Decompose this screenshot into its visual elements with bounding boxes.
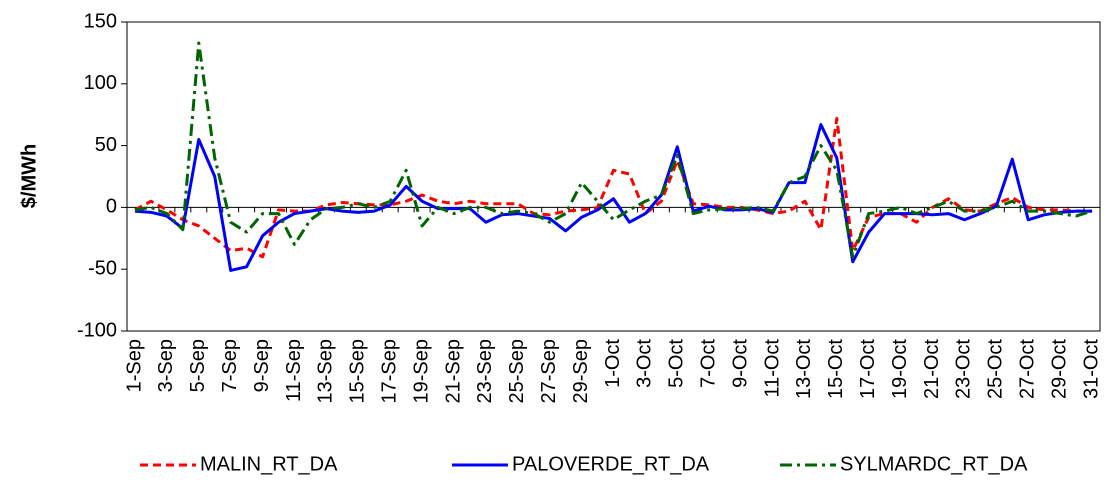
x-tick-label: 17-Oct: [857, 339, 879, 399]
legend-label: PALOVERDE_RT_DA: [512, 453, 710, 475]
x-tick-label: 7-Sep: [219, 339, 241, 392]
x-tick-label: 7-Oct: [697, 339, 719, 388]
x-tick-label: 21-Sep: [442, 339, 464, 404]
x-tick-label: 25-Sep: [506, 339, 528, 404]
x-tick-label: 19-Oct: [889, 339, 911, 399]
x-tick-label: 27-Oct: [1017, 339, 1039, 399]
x-tick-label: 15-Sep: [347, 339, 369, 404]
x-tick-label: 29-Oct: [1048, 339, 1070, 399]
x-tick-label: 19-Sep: [410, 339, 432, 404]
x-tick-label: 9-Oct: [729, 339, 751, 388]
x-tick-label: 17-Sep: [378, 339, 400, 404]
x-tick-label: 13-Oct: [793, 339, 815, 399]
y-tick-label: 50: [95, 134, 117, 156]
legend-label: SYLMARDC_RT_DA: [840, 453, 1028, 475]
x-tick-label: 1-Oct: [602, 339, 624, 388]
legend-label: MALIN_RT_DA: [200, 453, 338, 475]
y-tick-label: 150: [84, 10, 117, 32]
x-tick-label: 13-Sep: [315, 339, 337, 404]
y-tick-label: 0: [106, 196, 117, 218]
x-tick-label: 11-Oct: [761, 339, 783, 398]
x-tick-label: 5-Sep: [187, 339, 209, 392]
series-line: [134, 41, 1093, 259]
y-tick-label: 100: [84, 72, 117, 94]
x-tick-label: 3-Oct: [634, 339, 656, 388]
plot-area: [126, 21, 1101, 332]
x-tick-label: 29-Sep: [570, 339, 592, 404]
y-axis-label: $/MWh: [18, 144, 40, 208]
x-tick-label: 27-Sep: [538, 339, 560, 404]
x-tick-label: 21-Oct: [921, 339, 943, 399]
x-tick-label: 5-Oct: [666, 339, 688, 388]
x-tick-label: 25-Oct: [985, 339, 1007, 399]
x-tick-label: 1-Sep: [123, 339, 145, 392]
x-tick-label: 31-Oct: [1080, 339, 1102, 399]
x-tick-label: 23-Sep: [474, 339, 496, 404]
x-tick-label: 9-Sep: [251, 339, 273, 392]
y-tick-label: -100: [77, 319, 117, 341]
x-tick-label: 11-Sep: [283, 339, 305, 402]
x-tick-label: 23-Oct: [953, 339, 975, 399]
series-line: [134, 116, 1093, 259]
x-tick-label: 15-Oct: [825, 339, 847, 399]
x-tick-label: 3-Sep: [155, 339, 177, 392]
y-tick-label: -50: [88, 257, 117, 279]
series-line: [134, 123, 1093, 272]
